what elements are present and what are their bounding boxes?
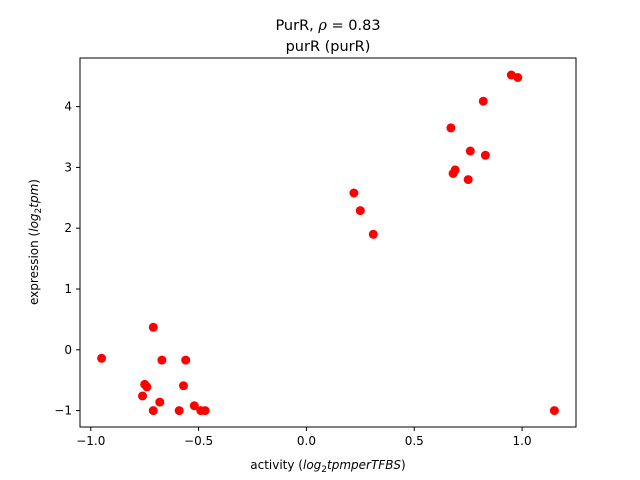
y-tick-label: 1 (64, 282, 72, 296)
data-point (355, 206, 365, 216)
data-point (138, 391, 147, 401)
x-tick-label: −1.0 (76, 434, 105, 448)
data-point (155, 397, 165, 407)
data-point (97, 353, 107, 363)
chart-title-line2: purR (purR) (286, 39, 371, 55)
data-point (368, 229, 378, 239)
x-tick-label: 0.5 (405, 434, 424, 448)
x-tick-label: 1.0 (513, 434, 532, 448)
data-point (179, 381, 188, 391)
data-point (148, 406, 158, 416)
y-tick-label: 3 (64, 160, 72, 174)
data-point (189, 401, 199, 411)
data-point (450, 165, 460, 175)
x-axis-label: activity (log2tpmperTFBS) (250, 458, 405, 475)
y-axis-ticks: −1 0 1 2 3 4 (54, 100, 80, 418)
data-point (181, 355, 191, 365)
chart-title-line1: PurR, ρ = 0.83 (275, 18, 380, 34)
x-tick-label: 0.0 (297, 434, 316, 448)
y-tick-label: 2 (64, 221, 72, 235)
y-axis-label: expression (log2tpm) (27, 179, 44, 305)
x-axis-ticks: −1.0 −0.5 0.0 0.5 1.0 (76, 427, 532, 448)
data-point (349, 188, 359, 198)
data-point (463, 175, 473, 185)
data-point (465, 146, 475, 156)
data-point (446, 123, 456, 133)
y-tick-label: 4 (64, 100, 72, 114)
data-point (480, 150, 490, 160)
x-tick-label: −0.5 (184, 434, 213, 448)
data-point (549, 406, 559, 416)
data-point (200, 406, 210, 416)
y-tick-label: 0 (64, 343, 72, 357)
axes-frame (79, 57, 577, 428)
plot-area (97, 70, 559, 416)
data-point (142, 382, 152, 392)
data-point (478, 96, 488, 106)
data-point (513, 73, 523, 82)
y-tick-label: −1 (54, 404, 72, 418)
data-point (148, 322, 158, 332)
data-point (174, 406, 184, 416)
data-point (157, 355, 167, 365)
